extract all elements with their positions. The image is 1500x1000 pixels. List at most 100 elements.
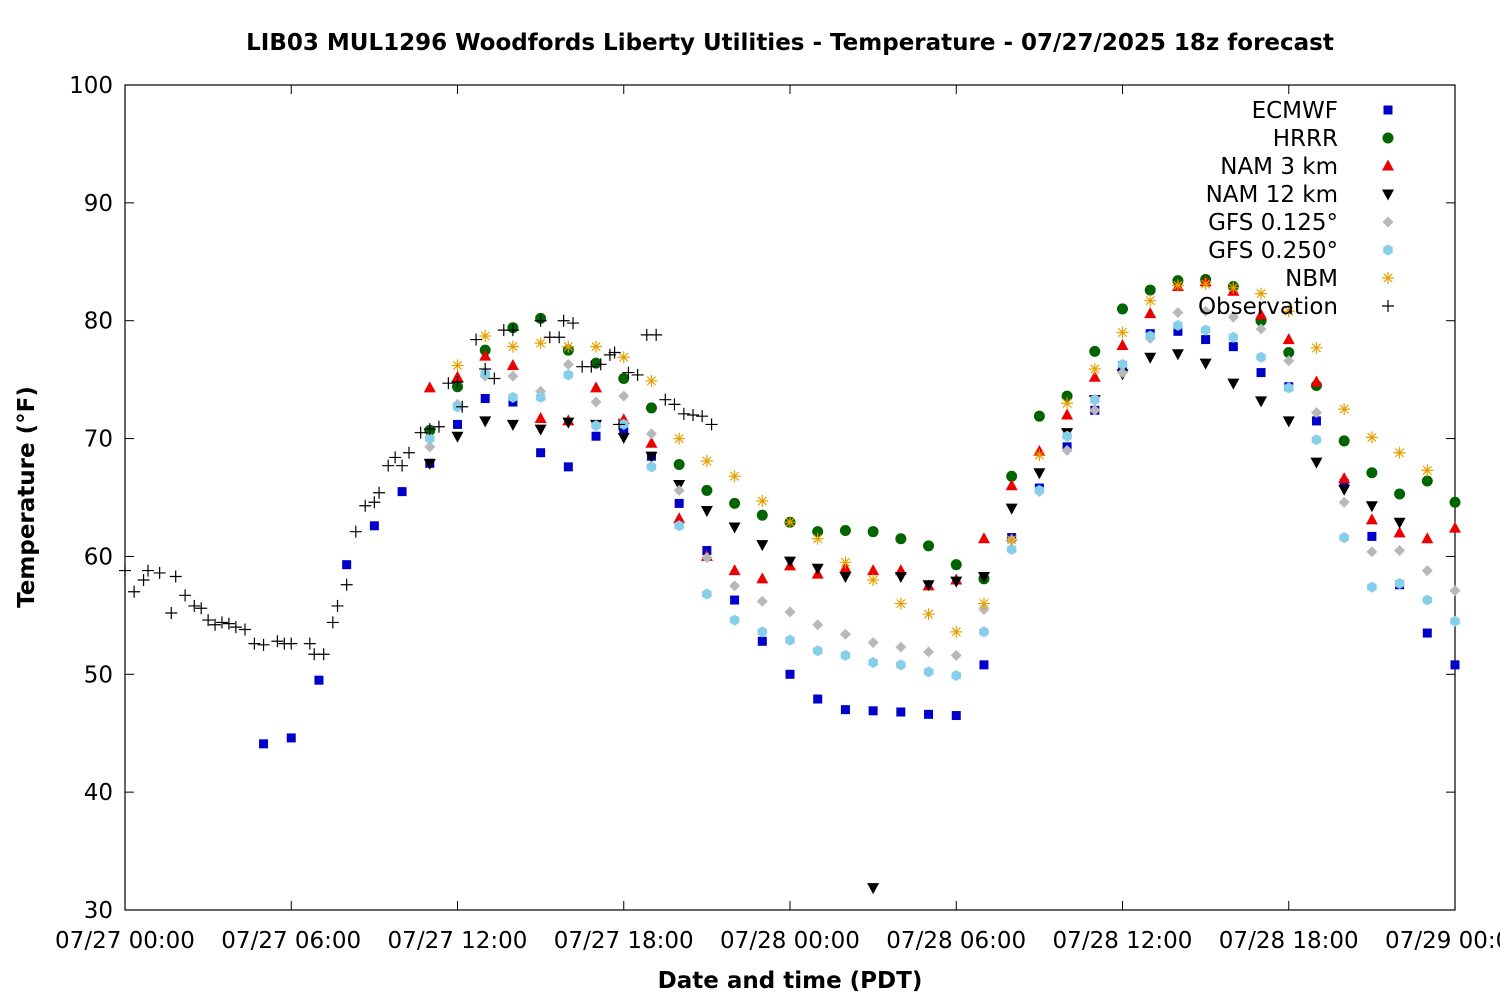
data-point	[456, 400, 469, 413]
plot-area	[119, 273, 1461, 895]
data-point	[590, 396, 602, 408]
data-point	[1116, 338, 1129, 350]
data-point	[414, 426, 427, 439]
data-point	[700, 454, 713, 467]
data-point	[729, 580, 741, 592]
data-point	[645, 374, 658, 387]
data-point	[1255, 308, 1268, 320]
data-point	[1421, 532, 1434, 544]
data-point	[1090, 394, 1100, 406]
data-point	[1365, 513, 1378, 525]
data-point	[1144, 284, 1156, 296]
axes: 30 40 50 60 70 80 90 100 07/27 00:00 07/27 06:00 0…	[55, 73, 1500, 954]
data-point	[1256, 368, 1266, 378]
data-point	[591, 431, 601, 441]
data-point	[451, 359, 464, 372]
data-point	[557, 314, 570, 327]
data-point	[594, 358, 607, 371]
data-point	[506, 340, 519, 353]
y-axis-label: Temperature (°F)	[14, 386, 40, 608]
data-point	[757, 636, 767, 646]
data-point	[756, 540, 769, 552]
data-point	[119, 564, 131, 577]
data-point	[730, 595, 740, 605]
data-point	[812, 645, 823, 657]
data-point	[479, 416, 492, 428]
data-point	[1450, 615, 1460, 627]
x-tick-label: 07/28 18:00	[1219, 928, 1359, 954]
data-point	[1421, 565, 1433, 577]
data-point	[1227, 281, 1240, 294]
data-point	[442, 377, 455, 390]
data-point	[813, 694, 823, 704]
data-point	[700, 505, 713, 517]
legend-label: NAM 12 km	[1206, 182, 1338, 208]
data-point	[1227, 311, 1239, 323]
data-point	[729, 614, 740, 626]
data-point	[839, 571, 852, 583]
data-point	[1255, 396, 1268, 408]
data-point	[728, 522, 741, 534]
data-point	[668, 398, 681, 411]
data-point	[812, 619, 824, 631]
data-point	[1394, 578, 1405, 590]
data-point	[1200, 324, 1211, 336]
series-gfs-0-250	[425, 319, 1460, 681]
data-point	[1367, 531, 1377, 541]
data-point	[923, 540, 935, 552]
data-point	[645, 428, 657, 440]
y-tick-label: 100	[69, 73, 113, 99]
data-point	[195, 602, 208, 615]
legend-label: ECMWF	[1252, 98, 1338, 124]
data-point	[536, 448, 546, 458]
x-tick-label: 07/27 00:00	[55, 928, 195, 954]
data-point	[215, 616, 228, 629]
y-tick-label: 80	[84, 309, 113, 335]
data-point	[896, 707, 906, 717]
data-point	[590, 340, 603, 353]
data-point	[784, 606, 796, 618]
data-point	[839, 556, 852, 569]
data-point	[1338, 472, 1351, 484]
data-point	[674, 498, 684, 508]
data-point	[1449, 585, 1461, 597]
data-point	[165, 607, 178, 619]
data-point	[479, 330, 492, 343]
data-point	[506, 324, 519, 337]
data-point	[895, 641, 907, 653]
data-point	[896, 659, 906, 671]
data-point	[479, 349, 492, 361]
data-point	[617, 432, 630, 444]
data-point	[1422, 628, 1432, 638]
y-tick-label: 30	[84, 898, 113, 924]
data-point	[585, 360, 598, 373]
data-point	[1061, 408, 1074, 420]
data-point	[1061, 397, 1074, 410]
data-point	[677, 407, 690, 420]
data-point	[1255, 323, 1267, 335]
data-point	[286, 733, 296, 743]
data-point	[977, 571, 990, 583]
legend-label: HRRR	[1273, 126, 1338, 152]
data-point	[1365, 501, 1378, 513]
data-point	[1422, 594, 1433, 606]
data-point	[1089, 345, 1101, 357]
data-point	[868, 657, 878, 668]
legend-marker	[1382, 216, 1394, 228]
data-point	[1144, 294, 1157, 307]
data-point	[618, 390, 630, 402]
data-point	[169, 570, 182, 583]
data-point	[389, 451, 402, 464]
data-point	[451, 431, 464, 443]
data-point	[479, 363, 492, 376]
legend-marker	[1382, 189, 1394, 201]
data-point	[1199, 358, 1212, 370]
data-point	[432, 420, 445, 433]
data-point	[259, 739, 269, 749]
data-point	[317, 648, 330, 661]
data-point	[1339, 532, 1349, 544]
data-point	[562, 340, 575, 353]
series-nam-3-km	[423, 275, 1461, 591]
x-tick-label: 07/28 06:00	[886, 928, 1026, 954]
